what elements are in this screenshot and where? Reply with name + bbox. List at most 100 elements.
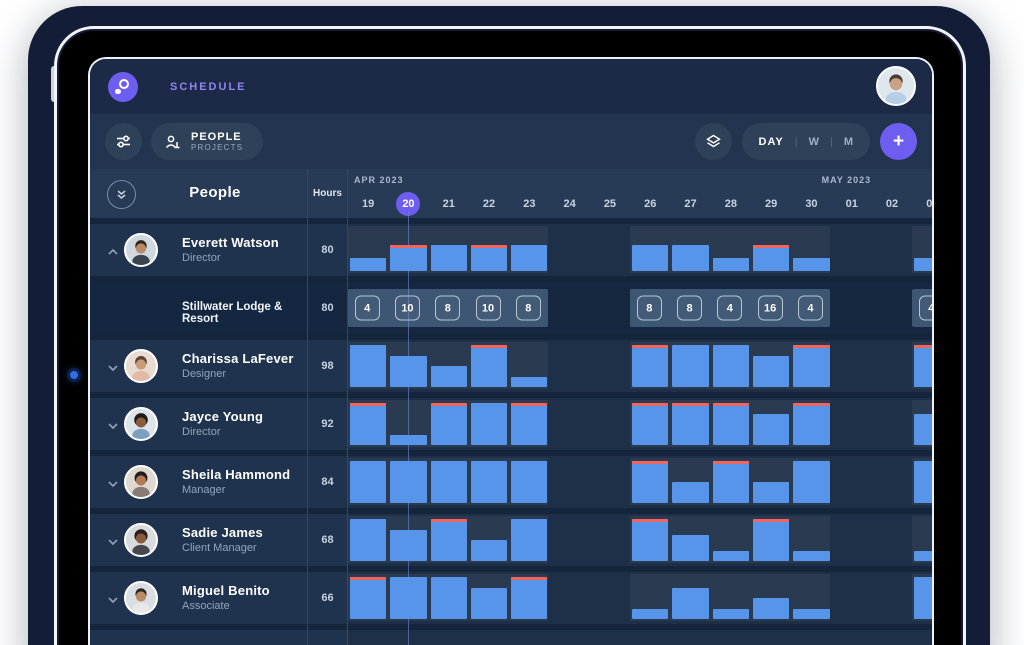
person-avatar[interactable] — [124, 233, 158, 267]
day-header-cell[interactable]: 02 — [872, 192, 912, 216]
schedule-bar[interactable] — [914, 461, 932, 503]
schedule-bar[interactable] — [914, 414, 932, 446]
schedule-bar[interactable] — [350, 345, 386, 387]
schedule-bar-overtime[interactable] — [713, 403, 749, 445]
schedule-bar[interactable] — [471, 461, 507, 503]
schedule-bar[interactable] — [350, 258, 386, 271]
allocation-hours-box[interactable]: 8 — [516, 296, 541, 321]
schedule-bar[interactable] — [390, 577, 426, 619]
schedule-bar-overtime[interactable] — [431, 403, 467, 445]
schedule-bar-overtime[interactable] — [511, 577, 547, 619]
schedule-bar[interactable] — [753, 356, 789, 388]
person-name[interactable]: Sheila Hammond — [182, 467, 290, 482]
schedule-bar[interactable] — [713, 609, 749, 620]
schedule-bar-overtime[interactable] — [350, 403, 386, 445]
schedule-bar[interactable] — [914, 577, 932, 619]
schedule-bar[interactable] — [914, 551, 932, 562]
day-header-cell[interactable]: 24 — [550, 192, 590, 216]
schedule-bar[interactable] — [753, 414, 789, 446]
row-label-cell[interactable]: Sadie James Client Manager — [90, 514, 307, 566]
allocation-hours-box[interactable]: 4 — [717, 296, 742, 321]
nav-schedule-link[interactable]: SCHEDULE — [170, 81, 247, 93]
schedule-bar[interactable] — [471, 588, 507, 620]
day-header-cell[interactable]: 03 — [912, 192, 932, 216]
schedule-bar[interactable] — [632, 245, 668, 271]
schedule-bar[interactable] — [511, 377, 547, 388]
person-avatar[interactable] — [124, 581, 158, 615]
chevron-up-icon[interactable] — [107, 244, 119, 262]
allocation-hours-box[interactable]: 4 — [919, 296, 932, 321]
day-header-cell[interactable]: 25 — [590, 192, 630, 216]
row-label-cell[interactable]: Charissa LaFever Designer — [90, 340, 307, 392]
day-header-cell[interactable]: 21 — [429, 192, 469, 216]
schedule-bar-overtime[interactable] — [511, 403, 547, 445]
person-avatar[interactable] — [124, 407, 158, 441]
app-logo-icon[interactable] — [108, 72, 138, 102]
schedule-bar-overtime[interactable] — [672, 403, 708, 445]
schedule-bar[interactable] — [713, 551, 749, 562]
user-avatar[interactable] — [876, 66, 916, 106]
day-header-cell[interactable]: 27 — [670, 192, 710, 216]
chevron-down-icon[interactable] — [107, 418, 119, 436]
schedule-bar[interactable] — [511, 245, 547, 271]
allocation-hours-box[interactable]: 10 — [395, 296, 420, 321]
schedule-bar-overtime[interactable] — [471, 245, 507, 271]
day-header-cell[interactable]: 28 — [711, 192, 751, 216]
schedule-bar-overtime[interactable] — [793, 345, 829, 387]
person-name[interactable]: Sadie James — [182, 525, 263, 540]
allocation-hours-box[interactable]: 4 — [355, 296, 380, 321]
schedule-bar[interactable] — [793, 609, 829, 620]
allocation-hours-box[interactable]: 10 — [476, 296, 501, 321]
schedule-bar[interactable] — [350, 461, 386, 503]
person-name[interactable]: Everett Watson — [182, 235, 279, 250]
schedule-bar-overtime[interactable] — [632, 519, 668, 561]
schedule-bar[interactable] — [471, 403, 507, 445]
day-header-cell[interactable]: 19 — [348, 192, 388, 216]
schedule-bar-overtime[interactable] — [753, 519, 789, 561]
day-header-cell[interactable]: 01 — [832, 192, 872, 216]
person-avatar[interactable] — [124, 349, 158, 383]
day-header-cell[interactable]: 26 — [630, 192, 670, 216]
add-button[interactable]: + — [880, 123, 917, 160]
schedule-bar[interactable] — [431, 461, 467, 503]
chevron-down-icon[interactable] — [107, 592, 119, 610]
schedule-bar[interactable] — [632, 609, 668, 620]
schedule-bar-overtime[interactable] — [632, 403, 668, 445]
row-label-cell[interactable]: Stillwater Lodge & Resort — [90, 282, 307, 334]
schedule-bar-overtime[interactable] — [753, 245, 789, 271]
row-label-cell[interactable]: Sheila Hammond Manager — [90, 456, 307, 508]
schedule-bar[interactable] — [914, 258, 932, 271]
schedule-bar[interactable] — [672, 345, 708, 387]
schedule-bar[interactable] — [390, 461, 426, 503]
person-avatar[interactable] — [124, 465, 158, 499]
schedule-bar[interactable] — [471, 540, 507, 561]
schedule-bar[interactable] — [672, 482, 708, 503]
zoom-week-option[interactable]: W — [809, 136, 819, 148]
schedule-bar-overtime[interactable] — [632, 461, 668, 503]
zoom-day-option[interactable]: DAY — [759, 136, 784, 148]
schedule-bar[interactable] — [350, 519, 386, 561]
schedule-bar-overtime[interactable] — [350, 577, 386, 619]
layers-button[interactable] — [695, 123, 732, 160]
schedule-bar[interactable] — [511, 519, 547, 561]
schedule-bar[interactable] — [713, 345, 749, 387]
row-label-cell[interactable]: Miguel Benito Associate — [90, 572, 307, 624]
schedule-bar[interactable] — [431, 245, 467, 271]
schedule-bar[interactable] — [793, 461, 829, 503]
schedule-bar[interactable] — [713, 258, 749, 271]
schedule-bar[interactable] — [431, 577, 467, 619]
schedule-bar-overtime[interactable] — [632, 345, 668, 387]
person-name[interactable]: Charissa LaFever — [182, 351, 294, 366]
zoom-month-option[interactable]: M — [844, 136, 853, 148]
schedule-bar[interactable] — [793, 551, 829, 562]
schedule-bar[interactable] — [390, 435, 426, 446]
schedule-bar-overtime[interactable] — [431, 519, 467, 561]
chevron-down-icon[interactable] — [107, 360, 119, 378]
allocation-hours-box[interactable]: 16 — [758, 296, 783, 321]
allocation-hours-box[interactable]: 8 — [637, 296, 662, 321]
row-label-cell[interactable]: Everett Watson Director — [90, 224, 307, 276]
schedule-bar[interactable] — [511, 461, 547, 503]
chevron-down-icon[interactable] — [107, 534, 119, 552]
schedule-bar[interactable] — [753, 482, 789, 503]
day-header-cell[interactable]: 22 — [469, 192, 509, 216]
